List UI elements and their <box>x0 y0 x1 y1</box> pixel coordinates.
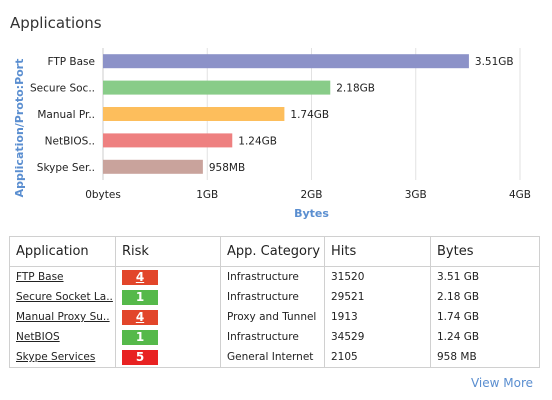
application-link[interactable]: Skype Services <box>16 351 96 363</box>
cell-application: Manual Proxy Su.. <box>10 307 116 327</box>
cell-category: Infrastructure <box>220 327 325 347</box>
category-label: NetBIOS.. <box>45 135 95 147</box>
category-label: Skype Ser.. <box>37 162 95 174</box>
page-title: Applications <box>10 14 102 32</box>
cell-category: Infrastructure <box>220 287 325 307</box>
bar <box>103 159 203 174</box>
cell-bytes: 1.74 GB <box>437 311 480 323</box>
x-tick-label: 1GB <box>196 189 218 201</box>
bar <box>103 133 233 148</box>
cell-risk: 5 <box>115 347 221 367</box>
category-label: Manual Pr.. <box>37 109 95 121</box>
cell-bytes: 958 MB <box>437 351 477 363</box>
cell-hits: 31520 <box>324 266 431 287</box>
application-link[interactable]: FTP Base <box>16 271 64 283</box>
bar <box>103 80 331 95</box>
value-label: 2.18GB <box>336 83 375 95</box>
risk-badge[interactable]: 4 <box>122 269 158 285</box>
value-label: 958MB <box>209 162 245 174</box>
x-tick-label: 4GB <box>509 189 531 201</box>
cell-bytes: 2.18 GB <box>437 291 480 303</box>
risk-badge[interactable]: 4 <box>122 309 158 325</box>
table-row: Secure Socket La.. 1 Infrastructure 29521 2.… <box>10 287 539 307</box>
table-row: FTP Base 4 Infrastructure 31520 3.51 GB <box>10 266 539 287</box>
x-axis-title: Bytes <box>294 207 329 220</box>
applications-table: Application Risk App. Category Hits Byte… <box>9 236 540 368</box>
cell-application: Secure Socket La.. <box>10 287 116 307</box>
column-header-risk[interactable]: Risk <box>115 237 221 267</box>
view-more-link[interactable]: View More <box>470 376 533 390</box>
column-header-hits[interactable]: Hits <box>324 237 431 267</box>
table-row: Skype Services 5 General Internet 2105 958 M… <box>10 347 539 367</box>
y-axis-title: Application/Proto:Port <box>13 59 26 198</box>
cell-category: Infrastructure <box>220 266 325 287</box>
x-tick-label: 2GB <box>300 189 322 201</box>
x-tick-label: 0bytes <box>85 189 121 201</box>
application-link[interactable]: Secure Socket La.. <box>16 291 113 303</box>
value-label: 1.24GB <box>238 135 277 147</box>
cell-hits: 29521 <box>324 287 431 307</box>
bar <box>103 107 285 121</box>
cell-application: FTP Base <box>10 266 116 287</box>
table-row: NetBIOS 1 Infrastructure 34529 1.24 GB <box>10 327 539 347</box>
cell-risk: 1 <box>115 327 221 347</box>
cell-application: NetBIOS <box>10 327 116 347</box>
category-label: FTP Base <box>47 56 95 68</box>
cell-hits: 1913 <box>324 307 431 327</box>
x-tick-label: 3GB <box>405 189 427 201</box>
risk-badge: 1 <box>122 289 158 305</box>
cell-risk: 4 <box>115 266 221 287</box>
cell-hits: 34529 <box>324 327 431 347</box>
column-header-application[interactable]: Application <box>10 237 116 267</box>
column-header-app-category[interactable]: App. Category <box>220 237 325 267</box>
table-row: Manual Proxy Su.. 4 Proxy and Tunnel 1913 1.… <box>10 307 539 327</box>
category-label: Secure Soc.. <box>30 83 95 95</box>
cell-category: General Internet <box>220 347 325 367</box>
cell-risk: 1 <box>115 287 221 307</box>
bar <box>103 54 469 69</box>
cell-application: Skype Services <box>10 347 116 367</box>
cell-risk: 4 <box>115 307 221 327</box>
cell-bytes: 3.51 GB <box>437 271 480 283</box>
cell-category: Proxy and Tunnel <box>220 307 325 327</box>
application-link[interactable]: NetBIOS <box>16 331 60 343</box>
value-label: 1.74GB <box>290 109 329 121</box>
value-label: 3.51GB <box>475 56 514 68</box>
table-header-row: Application Risk App. Category Hits Byte… <box>10 237 539 267</box>
cell-bytes: 1.24 GB <box>437 331 480 343</box>
cell-hits: 2105 <box>324 347 431 367</box>
application-link[interactable]: Manual Proxy Su.. <box>16 311 110 323</box>
bytes-bar-chart: 0bytes 1GB 2GB 3GB 4GB FTP Base 3.51GB Secure S… <box>13 48 531 220</box>
risk-badge[interactable]: 5 <box>122 349 158 365</box>
column-header-bytes[interactable]: Bytes <box>430 237 539 267</box>
risk-badge: 1 <box>122 329 158 345</box>
